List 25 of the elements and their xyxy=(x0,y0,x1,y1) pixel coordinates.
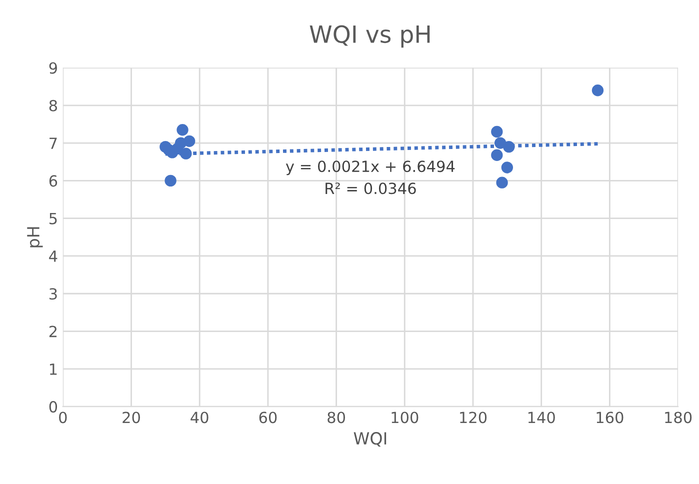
y-tick-label: 0 xyxy=(49,401,58,413)
y-tick-label: 8 xyxy=(49,100,58,112)
y-tick-label: 1 xyxy=(50,364,57,375)
y-tick-label: 6 xyxy=(49,175,58,187)
annotation: y = 0.0021x + 6.6494 xyxy=(286,160,455,176)
y-tick-label: 7 xyxy=(50,138,57,149)
x-tick-label: 180 xyxy=(665,412,692,424)
y-tick-label: 2 xyxy=(49,326,57,338)
y-tick-label: 4 xyxy=(49,250,58,262)
y-tick-label: 9 xyxy=(49,62,57,74)
x-tick-label: 20 xyxy=(122,412,140,424)
x-tick-label: 60 xyxy=(259,412,277,424)
y-axis-title: pH xyxy=(27,227,43,248)
y-tick-label: 5 xyxy=(50,213,57,224)
x-tick-label: 120 xyxy=(460,412,487,424)
x-tick-label: 160 xyxy=(596,412,624,424)
chart-title: WQI vs pH xyxy=(310,25,430,48)
x-tick-label: 140 xyxy=(528,412,555,424)
x-axis-title: WQI xyxy=(354,432,386,447)
annotation: R² = 0.0346 xyxy=(326,182,416,194)
x-tick-label: 80 xyxy=(328,412,345,424)
y-tick-label: 3 xyxy=(49,288,57,300)
x-tick-label: 40 xyxy=(190,412,208,424)
x-tick-label: 100 xyxy=(392,412,418,424)
x-tick-label: 0 xyxy=(59,412,67,424)
